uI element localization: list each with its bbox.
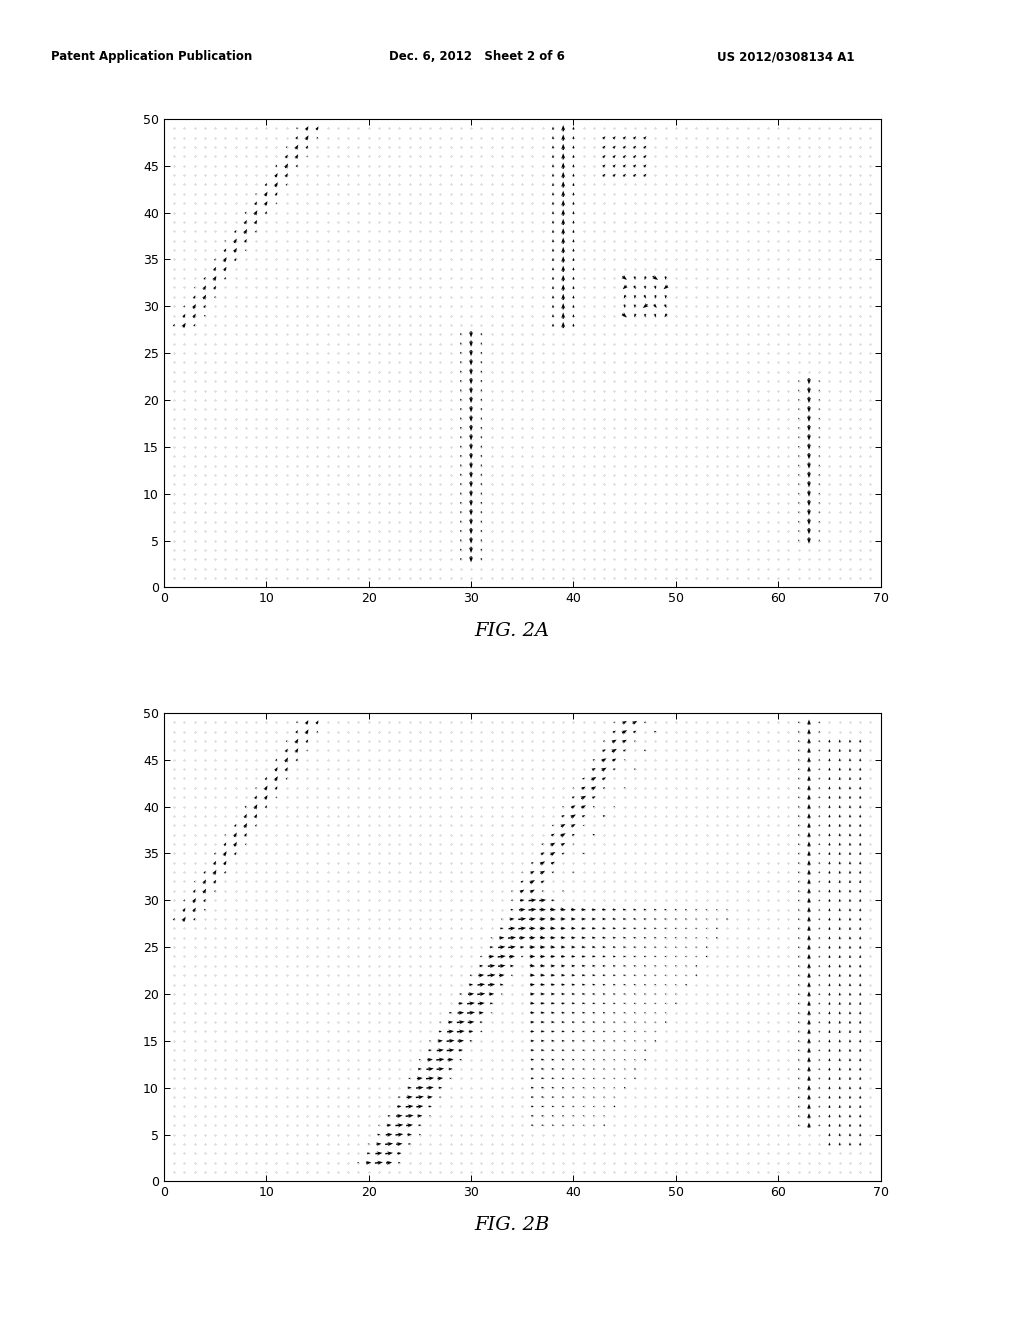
Text: US 2012/0308134 A1: US 2012/0308134 A1	[717, 50, 854, 63]
Text: FIG. 2B: FIG. 2B	[474, 1216, 550, 1234]
Text: Dec. 6, 2012   Sheet 2 of 6: Dec. 6, 2012 Sheet 2 of 6	[389, 50, 565, 63]
Text: Patent Application Publication: Patent Application Publication	[51, 50, 253, 63]
Text: FIG. 2A: FIG. 2A	[474, 622, 550, 640]
